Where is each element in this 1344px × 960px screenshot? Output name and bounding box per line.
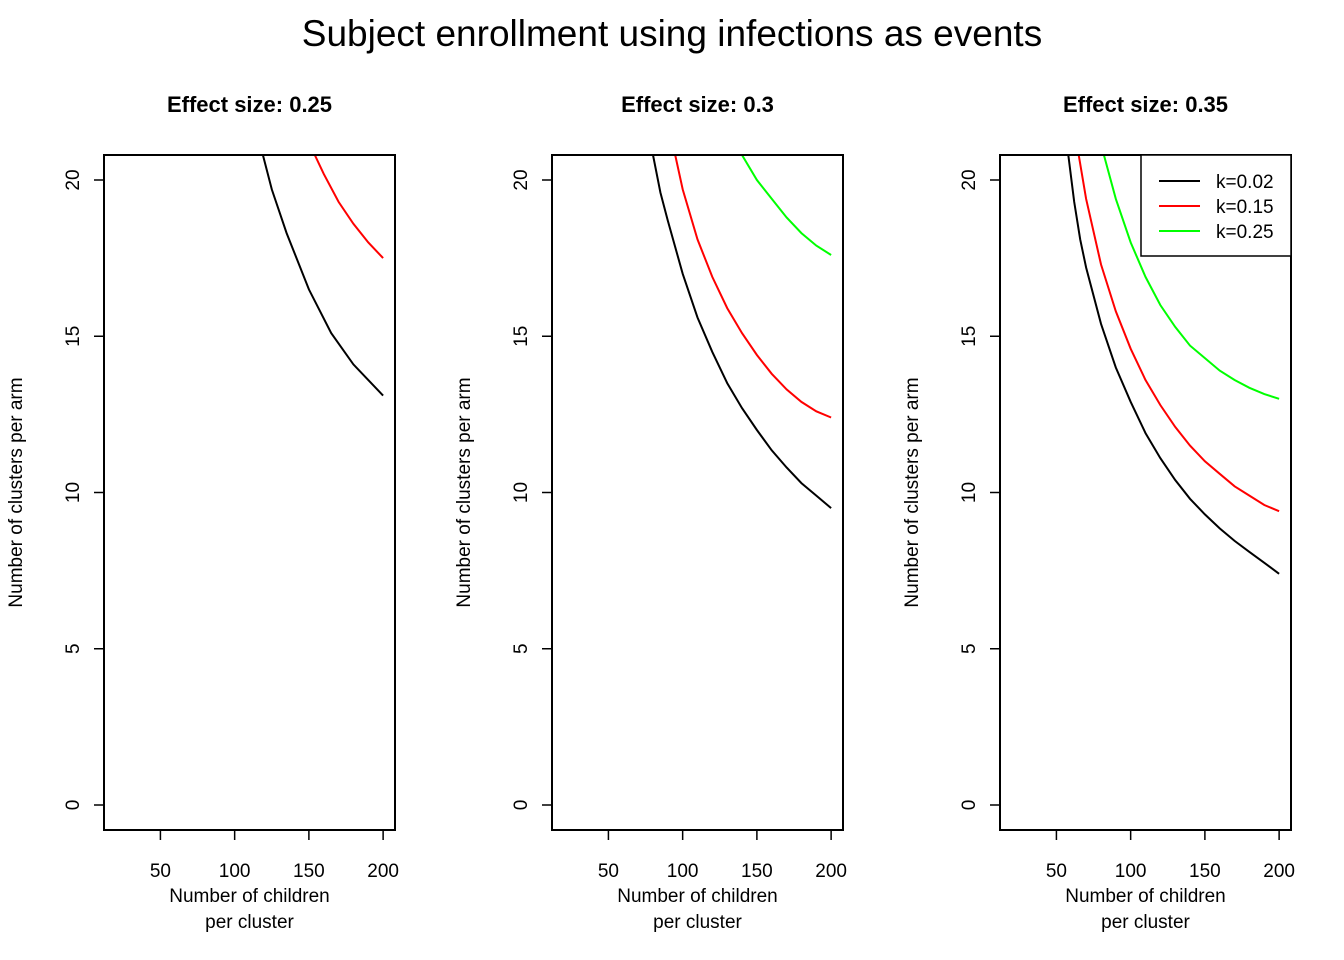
y-axis-label: Number of clusters per arm (902, 377, 923, 607)
series-line-k=0.25 (1102, 155, 1280, 400)
main-title: Subject enrollment using infections as e… (302, 13, 1042, 54)
y-tick-label: 15 (63, 326, 84, 347)
panel-title: Effect size: 0.35 (1063, 92, 1228, 117)
x-axis-label: per cluster (1101, 912, 1190, 933)
y-axis-label: Number of clusters per arm (6, 377, 27, 607)
x-tick-label: 50 (598, 861, 619, 882)
x-tick-label: 150 (741, 861, 773, 882)
x-tick-label: 150 (293, 861, 325, 882)
x-tick-label: 150 (1189, 861, 1221, 882)
x-tick-label: 100 (667, 861, 699, 882)
series-line-k=0.15 (674, 155, 832, 419)
y-tick-label: 20 (959, 169, 980, 190)
legend: k=0.02 k=0.15 k=0.25 (1140, 154, 1292, 257)
x-axis-label: per cluster (653, 912, 742, 933)
x-axis-label: Number of children (169, 886, 330, 907)
x-tick-label: 200 (815, 861, 847, 882)
x-tick-label: 50 (1046, 861, 1067, 882)
series-line-k=0.02 (652, 155, 832, 509)
y-tick-label: 10 (959, 482, 980, 503)
series-line-k=0.15 (1077, 155, 1280, 513)
panel-title: Effect size: 0.25 (167, 92, 332, 117)
y-tick-label: 15 (959, 326, 980, 347)
series-line-k=0.02 (261, 155, 384, 397)
x-tick-label: 200 (1263, 861, 1295, 882)
x-tick-label: 100 (1115, 861, 1147, 882)
x-tick-label: 100 (219, 861, 251, 882)
panel-3: Effect size: 0.35 50 100 150 200 0 5 10 15 20 Numb… (902, 92, 1295, 933)
plot-frame (551, 154, 844, 831)
y-tick-label: 10 (511, 482, 532, 503)
y-tick-label: 20 (511, 169, 532, 190)
panel-title: Effect size: 0.3 (621, 92, 774, 117)
x-tick-label: 50 (150, 861, 171, 882)
panel-2: Effect size: 0.3 50 100 150 200 0 5 10 15 20 Numbe… (454, 92, 847, 933)
y-tick-label: 0 (511, 800, 532, 811)
x-tick-label: 200 (367, 861, 399, 882)
y-tick-label: 0 (959, 800, 980, 811)
y-tick-label: 10 (63, 482, 84, 503)
y-tick-label: 5 (63, 643, 84, 654)
y-tick-label: 15 (511, 326, 532, 347)
legend-label: k=0.02 (1216, 172, 1274, 193)
x-axis-label: per cluster (205, 912, 294, 933)
series-line-k=0.02 (1067, 155, 1280, 575)
y-tick-label: 5 (959, 643, 980, 654)
panel-1: Effect size: 0.25 50 100 150 200 0 5 10 15 20 Numb… (6, 92, 399, 933)
plot-frame (103, 154, 396, 831)
legend-label: k=0.15 (1216, 197, 1274, 218)
y-axis-label: Number of clusters per arm (454, 377, 475, 607)
y-tick-label: 5 (511, 643, 532, 654)
series-line-k=0.15 (313, 155, 384, 259)
y-tick-label: 20 (63, 169, 84, 190)
series-line-k=0.25 (741, 155, 832, 256)
y-tick-label: 0 (63, 800, 84, 811)
x-axis-label: Number of children (1065, 886, 1226, 907)
x-axis-label: Number of children (617, 886, 778, 907)
legend-label: k=0.25 (1216, 222, 1274, 243)
